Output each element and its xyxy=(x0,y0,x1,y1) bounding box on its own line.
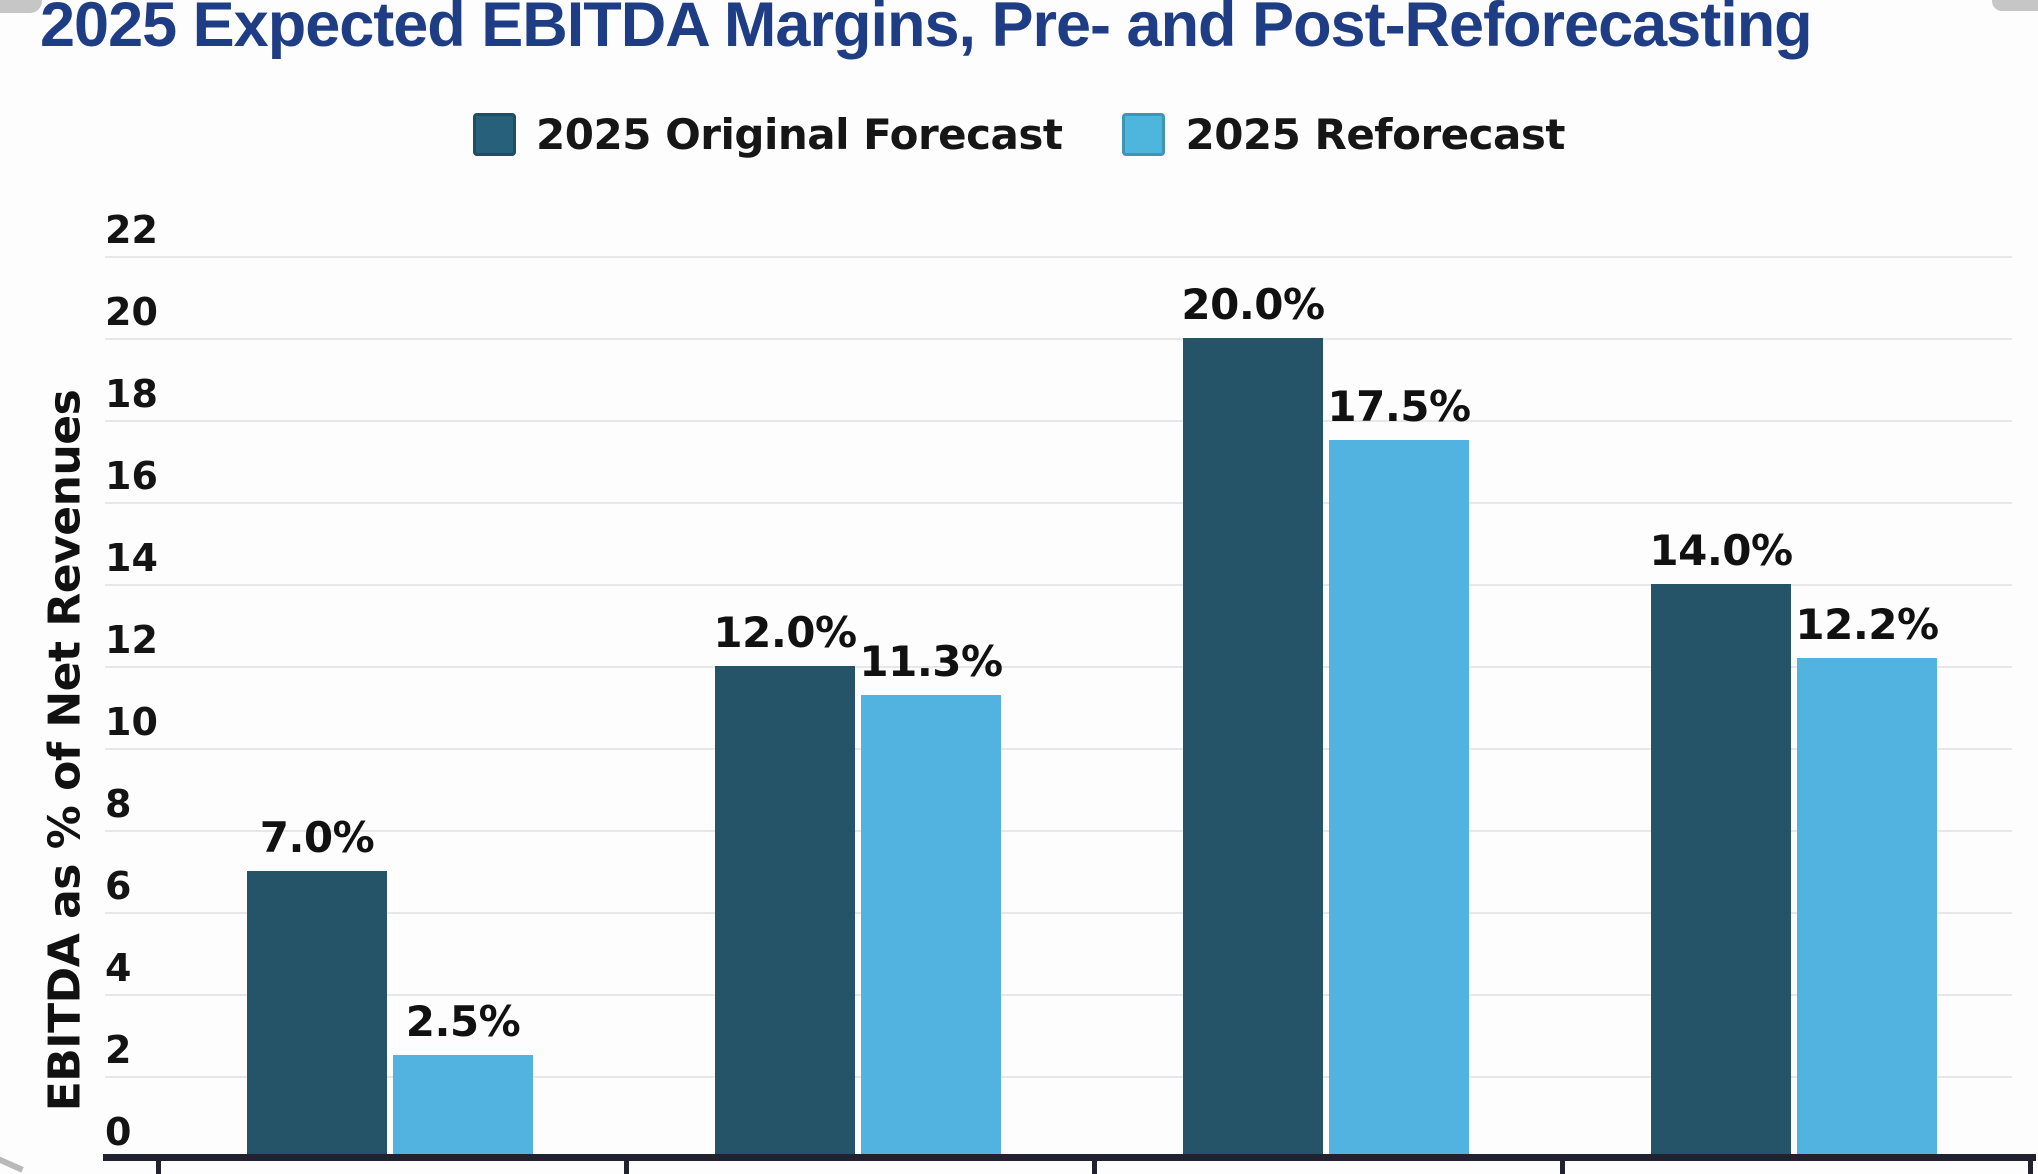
y-tick-label-12: 12 xyxy=(105,618,158,662)
gridline-12 xyxy=(105,666,2012,668)
gridline-2 xyxy=(105,1076,2012,1078)
legend-label-original-forecast: 2025 Original Forecast xyxy=(536,110,1063,159)
bar-value-label-reforecast-group3: 17.5% xyxy=(1327,382,1471,431)
bar-value-label-original-group4: 14.0% xyxy=(1649,526,1793,575)
gridline-14 xyxy=(105,584,2012,586)
x-axis-line xyxy=(103,1154,2036,1161)
y-tick-label-2: 2 xyxy=(105,1028,132,1072)
y-tick-label-20: 20 xyxy=(105,290,158,334)
gridline-22 xyxy=(105,256,2012,258)
gridline-18 xyxy=(105,420,2012,422)
gridline-20 xyxy=(105,338,2012,340)
bar-original-forecast-group3 xyxy=(1183,338,1323,1158)
bar-value-label-original-group1: 7.0% xyxy=(259,813,375,862)
legend-item-original-forecast: 2025 Original Forecast xyxy=(473,110,1063,159)
y-tick-label-8: 8 xyxy=(105,782,132,826)
chart-title: 2025 Expected EBITDA Margins, Pre- and P… xyxy=(40,0,1813,60)
bar-value-label-original-group2: 12.0% xyxy=(713,608,857,657)
bar-value-label-reforecast-group2: 11.3% xyxy=(859,637,1003,686)
y-tick-label-0: 0 xyxy=(105,1110,132,1154)
y-tick-label-10: 10 xyxy=(105,700,158,744)
gridline-8 xyxy=(105,830,2012,832)
bar-reforecast-group1 xyxy=(393,1055,533,1158)
x-axis-tick-4 xyxy=(1560,1161,1565,1174)
gridline-6 xyxy=(105,912,2012,914)
x-axis-tick-5 xyxy=(2028,1161,2033,1174)
y-tick-label-4: 4 xyxy=(105,946,132,990)
legend-swatch-original-forecast xyxy=(473,113,517,156)
gridline-16 xyxy=(105,502,2012,504)
y-tick-label-22: 22 xyxy=(105,208,158,252)
bar-value-label-reforecast-group1: 2.5% xyxy=(405,997,521,1046)
legend-item-reforecast: 2025 Reforecast xyxy=(1122,110,1565,159)
top-left-corner-strip xyxy=(0,0,42,13)
y-tick-label-16: 16 xyxy=(105,454,158,498)
gridline-10 xyxy=(105,748,2012,750)
bar-reforecast-group3 xyxy=(1329,440,1469,1158)
bar-reforecast-group4 xyxy=(1797,658,1937,1158)
legend: 2025 Original Forecast 2025 Reforecast xyxy=(0,110,2038,159)
bar-original-forecast-group4 xyxy=(1651,584,1791,1158)
top-right-corner-strip xyxy=(1992,0,2038,11)
legend-swatch-reforecast xyxy=(1122,113,1166,156)
bar-value-label-original-group3: 20.0% xyxy=(1181,280,1325,329)
y-tick-label-18: 18 xyxy=(105,372,158,416)
bar-value-label-reforecast-group4: 12.2% xyxy=(1795,600,1939,649)
x-axis-tick-3 xyxy=(1092,1161,1097,1174)
bar-reforecast-group2 xyxy=(861,695,1001,1158)
gridline-4 xyxy=(105,994,2012,996)
bar-original-forecast-group1 xyxy=(247,871,387,1158)
x-axis-tick-1 xyxy=(156,1161,161,1174)
legend-label-reforecast: 2025 Reforecast xyxy=(1185,110,1565,159)
bar-original-forecast-group2 xyxy=(715,666,855,1158)
x-axis-tick-2 xyxy=(624,1161,629,1174)
y-tick-label-6: 6 xyxy=(105,864,132,908)
y-tick-label-14: 14 xyxy=(105,536,158,580)
